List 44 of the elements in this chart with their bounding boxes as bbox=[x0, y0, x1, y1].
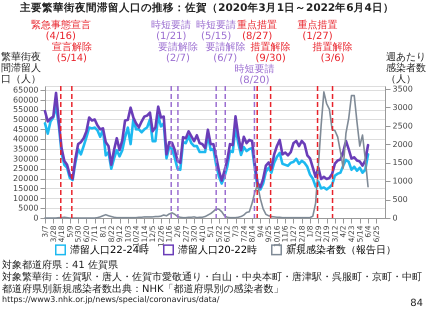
text: 都道府県別新規感染者数出典：NHK「都道府県別の感染者数」 bbox=[2, 283, 284, 295]
y-tick-label: 25000 bbox=[13, 164, 38, 174]
legend-label: 滞留人口20-22時 bbox=[178, 244, 258, 256]
y-tick-label: 30000 bbox=[13, 154, 38, 164]
y-tick-label: 5000 bbox=[18, 204, 38, 213]
ref-line-label: 重点措置(8/27) bbox=[237, 19, 278, 42]
ref-line-label: 重点措置(1/27) bbox=[298, 19, 338, 42]
y-tick-label: 15000 bbox=[13, 184, 38, 193]
y2-tick-label: 0 bbox=[392, 214, 398, 222]
y2-tick-label: 2000 bbox=[392, 140, 413, 149]
ref-line-label: 時短要請(5/15) bbox=[196, 19, 236, 42]
y2-tick-label: 3500 bbox=[392, 84, 413, 94]
y-tick-label: 45000 bbox=[13, 124, 38, 134]
text: 対象繁華街：佐賀駅・唐人・佐賀市愛敬通り・白山・中央本町・唐津駅・呉服町・京町・中町 bbox=[2, 271, 422, 283]
y-tick-label: 10000 bbox=[13, 194, 38, 203]
chart-title: 主要繁華街夜間滞留人口の推移：佐賀（2020年3月1日～2022年6月4日） bbox=[19, 1, 394, 14]
text: https://www3.nhk.or.jp/news/special/coronavirus/data/ bbox=[2, 295, 220, 304]
y2-tick-label: 500 bbox=[392, 195, 408, 204]
y-tick-label: 40000 bbox=[13, 134, 38, 144]
y-tick-label: 55000 bbox=[13, 105, 38, 114]
ref-line-label: 宣言解除(5/14) bbox=[52, 41, 92, 64]
y-axis-title: 繁華街夜間滞留人口（人） bbox=[1, 51, 41, 85]
y-tick-label: 20000 bbox=[13, 174, 38, 184]
y-tick-label: 50000 bbox=[13, 114, 38, 124]
y-tick-label: 35000 bbox=[13, 144, 38, 154]
y-tick-label: 0 bbox=[33, 214, 38, 222]
y2-axis-title: 週あたり感染者数（人） bbox=[386, 52, 426, 85]
ref-line-label: 時短要請(1/21) bbox=[151, 19, 192, 42]
line-series bbox=[44, 91, 369, 219]
y-tick-label: 65000 bbox=[13, 85, 38, 94]
ref-line-label: 要請解除(6/7) bbox=[205, 41, 246, 64]
ref-line-label: 措置解除(3/6) bbox=[312, 41, 353, 64]
y2-tick-label: 2500 bbox=[392, 121, 413, 130]
text: 84 bbox=[410, 298, 423, 309]
y-tick-label: 60000 bbox=[13, 95, 38, 104]
ref-line-label: 措置解除(9/30) bbox=[250, 41, 291, 64]
ref-line-label: 時短要請(8/20) bbox=[234, 63, 274, 86]
y2-tick-label: 1500 bbox=[392, 158, 413, 168]
text: 対象都道府県：41 佐賀県 bbox=[2, 259, 118, 271]
ref-line-label: 要請解除(2/7) bbox=[158, 41, 198, 64]
ref-line-label: 緊急事態宣言(4/16) bbox=[30, 19, 91, 42]
y2-tick-label: 1000 bbox=[392, 176, 413, 186]
line-series bbox=[44, 92, 370, 189]
y2-tick-label: 3000 bbox=[392, 102, 413, 112]
